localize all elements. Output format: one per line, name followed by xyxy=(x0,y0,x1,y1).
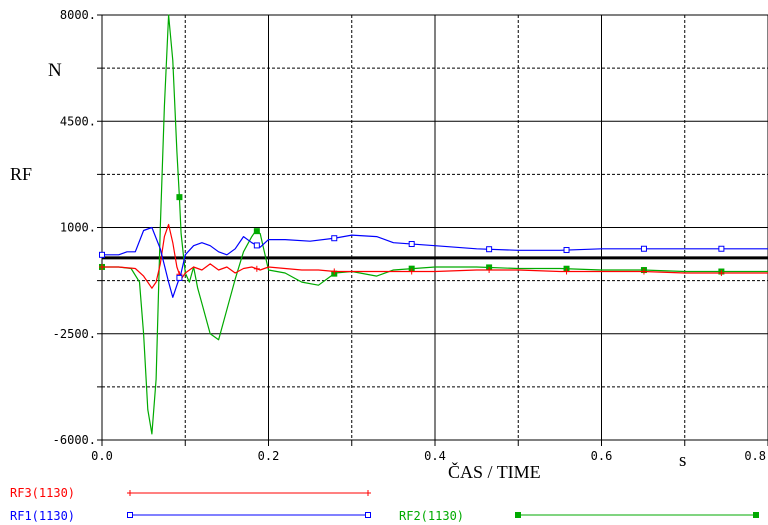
x-unit-label: s xyxy=(679,450,686,471)
data-point xyxy=(331,235,338,242)
data-point xyxy=(253,242,260,249)
x-tick-label: 0.4 xyxy=(424,449,446,463)
x-axis-label: ČAS / TIME xyxy=(448,461,541,482)
data-point xyxy=(640,245,647,252)
data-point xyxy=(176,194,183,201)
y-unit-label: N xyxy=(48,60,62,81)
y-tick-label: 4500. xyxy=(60,114,96,128)
tick-labels: -6000. -2500. 1000. 4500. 8000. 0.0 0.2 0.4 0.6 0… xyxy=(53,8,766,463)
legend-marker xyxy=(515,512,521,518)
legend-marker xyxy=(127,512,133,518)
data-point xyxy=(408,241,415,248)
data-point xyxy=(253,228,260,235)
data-point xyxy=(176,274,183,281)
series-2 xyxy=(99,14,768,435)
legend-item: RF3(1130) xyxy=(10,486,371,500)
legend-marker xyxy=(365,512,371,518)
legend-marker xyxy=(753,512,759,518)
y-tick-label: -2500. xyxy=(53,327,96,341)
x-tick-label: 0.8 xyxy=(744,449,766,463)
series-1 xyxy=(99,226,768,298)
data-point xyxy=(99,251,105,258)
grid xyxy=(97,14,768,446)
data-point xyxy=(486,246,493,253)
series-line xyxy=(102,223,768,289)
y-tick-label: 8000. xyxy=(60,8,96,22)
y-tick-label: -6000. xyxy=(53,433,96,447)
data-point xyxy=(563,247,570,254)
y-tick-label: 1000. xyxy=(60,221,96,235)
series-line xyxy=(102,14,768,435)
series-line xyxy=(102,226,768,298)
data-point xyxy=(718,245,725,252)
legend-label: RF3(1130) xyxy=(10,486,75,500)
legend-label: RF2(1130) xyxy=(399,509,464,523)
legend-item: RF2(1130) xyxy=(399,509,759,523)
y-axis-label: RF xyxy=(10,164,32,184)
legend-label: RF1(1130) xyxy=(10,509,75,523)
x-tick-label: 0.0 xyxy=(91,449,113,463)
series-group xyxy=(99,14,768,435)
x-tick-label: 0.6 xyxy=(591,449,613,463)
legend-item: RF1(1130) xyxy=(10,509,371,523)
x-tick-label: 0.2 xyxy=(258,449,280,463)
series-0 xyxy=(99,223,768,289)
legend: RF3(1130) RF1(1130) RF2(1130) xyxy=(10,486,759,523)
